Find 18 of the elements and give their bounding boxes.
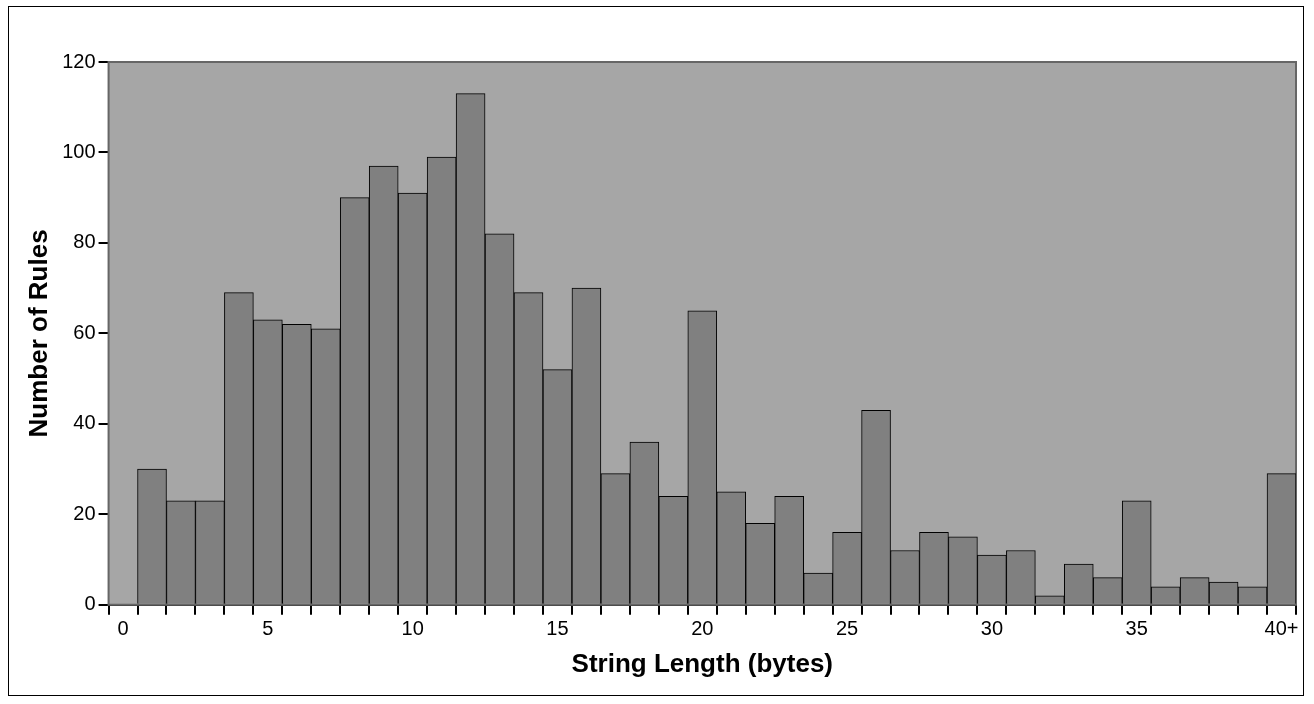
y-tick-label: 120	[62, 49, 96, 72]
y-axis-title: Number of Rules	[22, 229, 53, 438]
y-tick-label: 100	[62, 139, 96, 162]
x-tick-label: 10	[401, 617, 424, 640]
x-tick-label: 0	[117, 617, 129, 640]
x-tick-label: 20	[691, 617, 714, 640]
x-tick-label: 15	[546, 617, 569, 640]
y-tick-label: 80	[73, 230, 96, 253]
y-tick-label: 40	[73, 411, 96, 434]
x-tick-label: 40+	[1264, 617, 1299, 640]
y-tick-label: 60	[73, 320, 96, 343]
x-axis-title: String Length (bytes)	[571, 647, 833, 678]
y-tick-label: 20	[73, 501, 96, 524]
x-tick-label: 30	[980, 617, 1004, 640]
x-tick-label: 25	[835, 617, 859, 640]
x-tick-label: 35	[1125, 617, 1148, 640]
y-tick-label: 0	[84, 592, 96, 615]
x-tick-label: 5	[262, 617, 274, 640]
